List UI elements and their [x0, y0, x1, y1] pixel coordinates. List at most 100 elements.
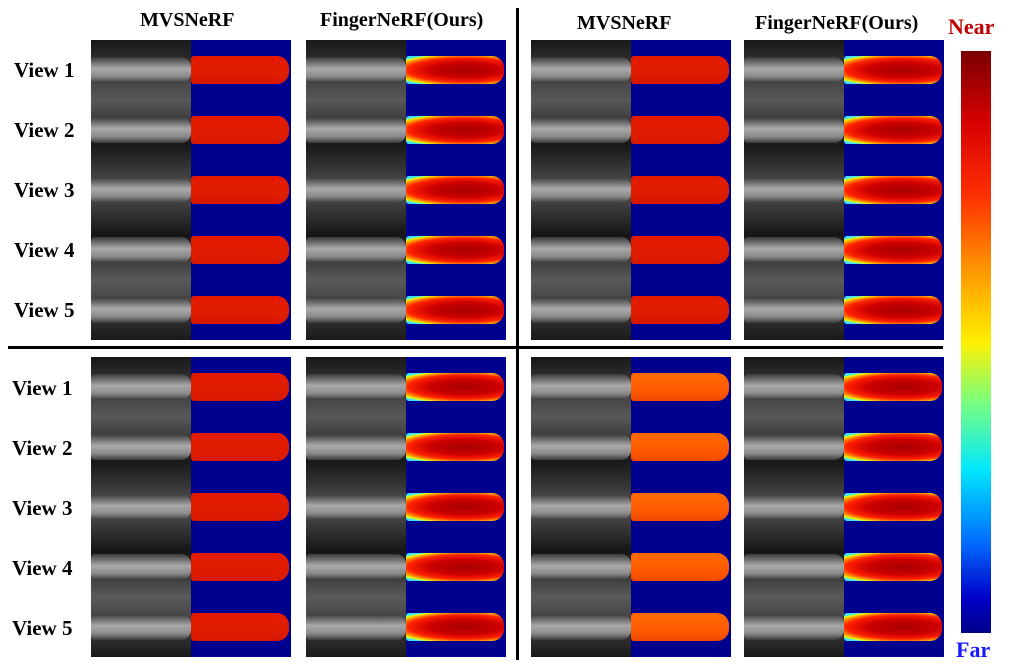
vertical-divider: [516, 8, 519, 660]
depth-map: [191, 176, 289, 204]
depth-map: [631, 236, 729, 264]
finger-image: [91, 237, 191, 263]
panel-mvsnerf-bottom-left: [91, 357, 291, 657]
depth-map: [406, 433, 504, 461]
finger-image: [306, 57, 406, 83]
depth-map: [844, 176, 942, 204]
finger-image: [531, 374, 631, 400]
finger-image: [744, 614, 844, 640]
depth-map: [844, 553, 942, 581]
finger-image: [91, 614, 191, 640]
depth-map: [191, 553, 289, 581]
depth-map: [191, 116, 289, 144]
panel-mvsnerf-top-left: [91, 40, 291, 340]
depth-map-images: [406, 357, 506, 657]
finger-image: [91, 57, 191, 83]
depth-map: [844, 116, 942, 144]
depth-map: [406, 116, 504, 144]
finger-image: [91, 494, 191, 520]
depth-map-images: [631, 40, 731, 340]
header-fingernerf-left: FingerNeRF(Ours): [320, 9, 484, 31]
depth-map-images: [191, 357, 291, 657]
row-label-view-1-bottom: View 1: [12, 376, 73, 400]
depth-map: [631, 116, 729, 144]
depth-colorbar: [961, 51, 991, 633]
depth-map: [406, 176, 504, 204]
horizontal-divider: [8, 346, 943, 349]
depth-map: [631, 296, 729, 324]
depth-map: [191, 613, 289, 641]
finger-image: [744, 237, 844, 263]
panel-fingernerf-top-left: [306, 40, 506, 340]
panel-fingernerf-bottom-right: [744, 357, 944, 657]
depth-map: [191, 296, 289, 324]
depth-map: [631, 553, 729, 581]
row-label-view-2-top: View 2: [14, 118, 75, 142]
grayscale-finger-images: [91, 40, 191, 340]
depth-map: [844, 373, 942, 401]
finger-image: [531, 614, 631, 640]
depth-map: [631, 373, 729, 401]
finger-image: [531, 554, 631, 580]
panel-mvsnerf-top-right: [531, 40, 731, 340]
depth-map: [631, 493, 729, 521]
depth-map-images: [844, 357, 944, 657]
finger-image: [744, 177, 844, 203]
finger-image: [91, 117, 191, 143]
depth-map: [191, 433, 289, 461]
grayscale-finger-images: [744, 40, 844, 340]
grayscale-finger-images: [531, 357, 631, 657]
colorbar-near-label: Near: [948, 14, 995, 39]
finger-image: [306, 374, 406, 400]
finger-image: [531, 434, 631, 460]
finger-image: [531, 177, 631, 203]
depth-map: [406, 493, 504, 521]
depth-map: [844, 433, 942, 461]
depth-map: [406, 553, 504, 581]
grayscale-finger-images: [744, 357, 844, 657]
depth-map-images: [406, 40, 506, 340]
finger-image: [306, 614, 406, 640]
finger-image: [306, 554, 406, 580]
finger-image: [744, 374, 844, 400]
panel-fingernerf-bottom-left: [306, 357, 506, 657]
finger-image: [744, 117, 844, 143]
finger-image: [91, 297, 191, 323]
depth-map: [406, 613, 504, 641]
depth-map: [631, 176, 729, 204]
finger-image: [531, 117, 631, 143]
depth-map: [844, 613, 942, 641]
depth-map: [844, 296, 942, 324]
depth-map: [631, 613, 729, 641]
row-label-view-3-top: View 3: [14, 178, 75, 202]
depth-map: [191, 493, 289, 521]
depth-map: [631, 56, 729, 84]
row-label-view-1-top: View 1: [14, 58, 75, 82]
depth-map: [191, 56, 289, 84]
depth-map: [406, 236, 504, 264]
row-label-view-4-top: View 4: [14, 238, 75, 262]
depth-map: [844, 56, 942, 84]
header-mvsnerf-right: MVSNeRF: [577, 12, 672, 34]
finger-image: [531, 494, 631, 520]
finger-image: [91, 374, 191, 400]
finger-image: [91, 434, 191, 460]
depth-map: [631, 433, 729, 461]
depth-map: [844, 236, 942, 264]
depth-map: [191, 373, 289, 401]
depth-map: [191, 236, 289, 264]
finger-image: [531, 237, 631, 263]
finger-image: [306, 117, 406, 143]
grayscale-finger-images: [306, 40, 406, 340]
finger-image: [744, 494, 844, 520]
finger-image: [744, 297, 844, 323]
finger-image: [306, 434, 406, 460]
row-label-view-5-bottom: View 5: [12, 616, 73, 640]
finger-image: [306, 494, 406, 520]
depth-map: [406, 56, 504, 84]
depth-map: [406, 373, 504, 401]
colorbar-far-label: Far: [956, 637, 991, 662]
finger-image: [306, 177, 406, 203]
row-label-view-4-bottom: View 4: [12, 556, 73, 580]
finger-image: [744, 57, 844, 83]
